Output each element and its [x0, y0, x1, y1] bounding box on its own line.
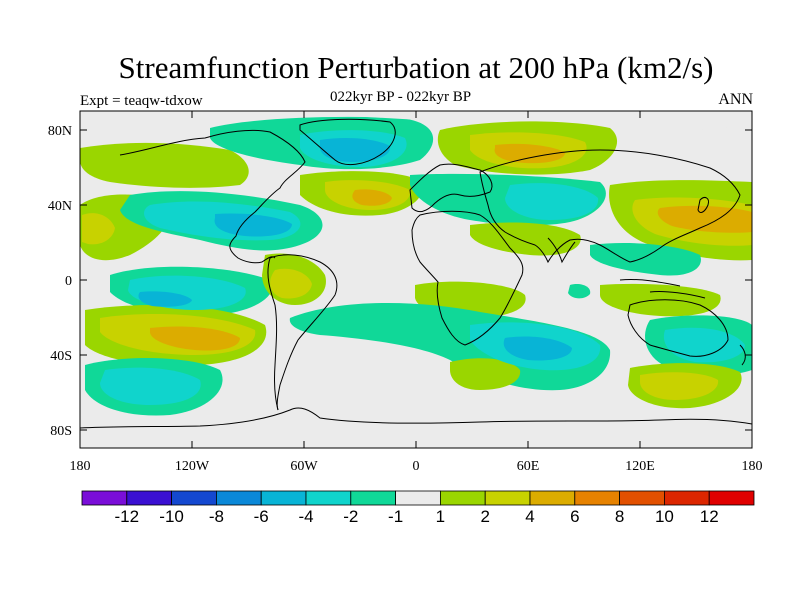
coastline-asia [479, 149, 741, 264]
colorbar-swatch [260, 490, 307, 506]
colorbar-label: -2 [343, 507, 358, 526]
coastline-new-zealand [739, 344, 746, 366]
colorbar-swatch [619, 490, 665, 506]
y-tick-label: 0 [65, 274, 72, 289]
experiment-label: Expt = teaqw-tdxow [80, 93, 203, 109]
x-tick-labels: 180 120W 60W 0 60E 120E 180 [70, 459, 763, 474]
coastline-south-america [269, 254, 338, 411]
x-tick-label: 120W [175, 459, 210, 474]
contour-region [590, 243, 701, 276]
colorbar-label: 2 [480, 507, 489, 526]
x-tick-label: 60E [517, 459, 540, 474]
x-tick-label: 180 [742, 459, 763, 474]
colorbar [81, 490, 755, 506]
y-tick-label: 40S [50, 349, 72, 364]
colorbar-label: 10 [655, 507, 674, 526]
coastline-greenland [299, 118, 396, 166]
contour-region [352, 189, 392, 206]
contour-region [319, 138, 391, 162]
coastline-north-america [119, 129, 306, 264]
colorbar-swatch [395, 490, 441, 506]
contour-region [503, 336, 572, 361]
y-tick-label: 80N [48, 124, 72, 139]
contour-region [214, 213, 292, 237]
contour-region [663, 327, 745, 363]
colorbar-swatch [708, 490, 755, 506]
colorbar-swatch [305, 490, 352, 506]
colorbar-label: -6 [254, 507, 269, 526]
x-tick-label: 180 [70, 459, 91, 474]
colorbar-label: -4 [298, 507, 313, 526]
season-label: ANN [718, 91, 753, 108]
colorbar-swatch [439, 490, 486, 506]
contour-region [82, 213, 115, 245]
contour-region [138, 291, 192, 307]
chart-title: Streamfunction Perturbation at 200 hPa (… [118, 50, 714, 85]
colorbar-label: -12 [115, 507, 140, 526]
contour-fields [80, 115, 752, 429]
colorbar-swatch [350, 490, 396, 506]
contour-region [640, 372, 719, 400]
x-tick-label: 120E [625, 459, 655, 474]
colorbar-swatch [215, 490, 262, 506]
coastline-india [547, 237, 576, 264]
coastline-africa [411, 210, 524, 346]
x-tick-label: 60W [290, 459, 318, 474]
coastlines [80, 118, 752, 429]
coastline-indonesia [619, 279, 706, 299]
colorbar-label: 1 [436, 507, 445, 526]
y-tick-labels: 80N 40N 0 40S 80S [48, 124, 72, 439]
colorbar-label: 6 [570, 507, 579, 526]
y-tick-label: 40N [48, 199, 72, 214]
colorbar-label: -8 [209, 507, 224, 526]
contour-region [450, 358, 521, 390]
contour-region [270, 268, 312, 299]
y-tick-label: 80S [50, 424, 72, 439]
colorbar-swatch [529, 490, 576, 506]
coastline-japan [697, 197, 709, 213]
axis-ticks [79, 111, 753, 448]
colorbar-swatch [126, 490, 173, 506]
chart-subtitle: 022kyr BP - 022kyr BP [330, 89, 472, 105]
colorbar-swatch [574, 490, 620, 506]
coastline-antarctica [80, 407, 752, 429]
coastline-europe [409, 163, 493, 213]
coastline-australia [627, 299, 729, 357]
contour-region [470, 222, 581, 256]
colorbar-label: -1 [388, 507, 403, 526]
colorbar-label: 12 [700, 507, 719, 526]
contour-region [657, 205, 752, 233]
x-tick-label: 0 [413, 459, 420, 474]
contour-region [505, 183, 599, 220]
coastline-south-america-west [267, 257, 279, 411]
colorbar-swatch [171, 490, 217, 506]
colorbar-label: 4 [525, 507, 534, 526]
contour-region [568, 284, 591, 299]
colorbar-label: -10 [159, 507, 184, 526]
contour-region [494, 143, 566, 164]
colorbar-swatch [81, 490, 128, 506]
colorbar-swatch [664, 490, 710, 506]
contour-region [150, 326, 240, 351]
colorbar-swatch [484, 490, 531, 506]
contour-region [80, 115, 752, 130]
colorbar-labels: -12 -10 -8 -6 -4 -2 -1 1 2 4 6 8 10 12 [115, 507, 719, 526]
colorbar-label: 8 [615, 507, 624, 526]
contour-region [100, 367, 201, 405]
